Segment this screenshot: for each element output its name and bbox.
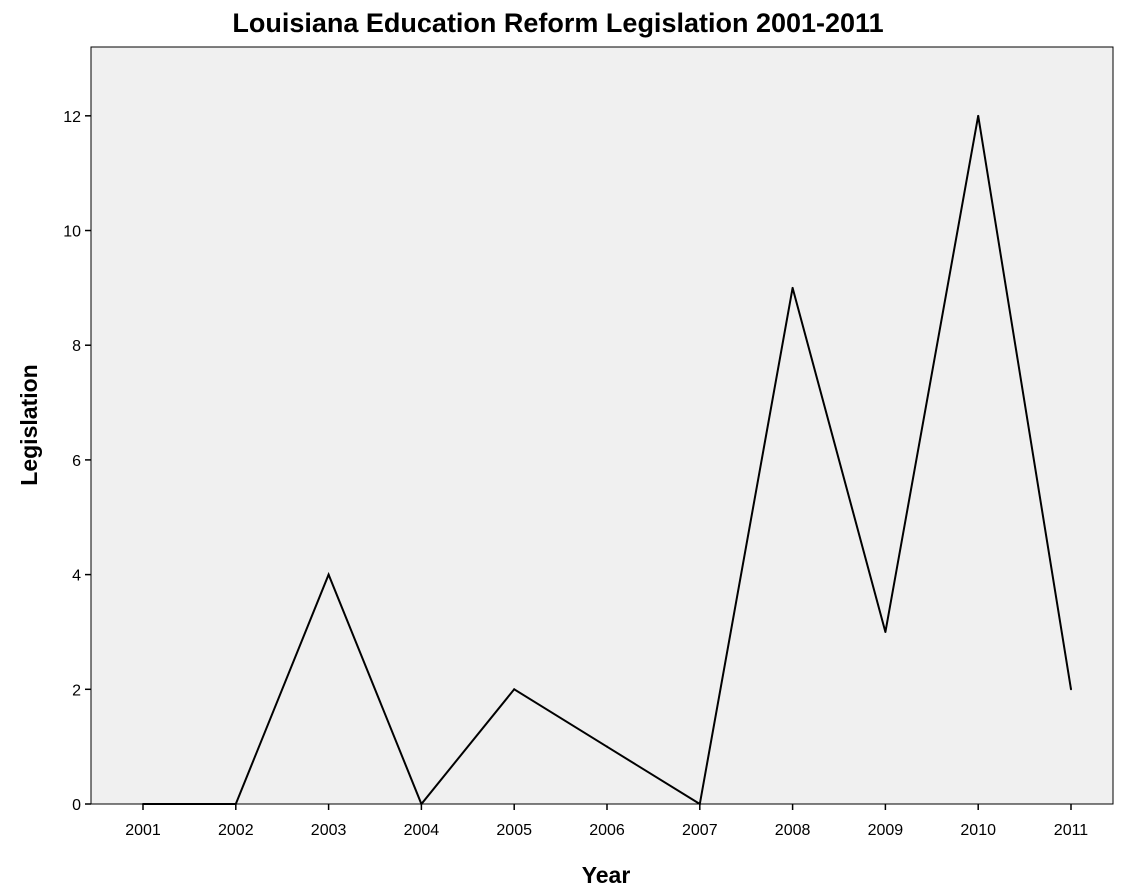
data-point (420, 803, 423, 805)
y-tick-label: 12 (63, 109, 81, 126)
x-tick-label: 2002 (218, 822, 254, 839)
x-tick-label: 2003 (311, 822, 347, 839)
x-tick-label: 2001 (125, 822, 161, 839)
y-tick-label: 0 (72, 797, 81, 814)
data-point (791, 286, 794, 289)
data-point (606, 745, 608, 748)
data-point (234, 803, 237, 805)
x-tick-label: 2004 (404, 822, 440, 839)
x-tick-label: 2006 (589, 822, 625, 839)
x-tick-label: 2005 (496, 822, 532, 839)
data-point (513, 688, 516, 691)
series-group (142, 114, 1072, 806)
y-tick-label: 10 (63, 224, 81, 241)
data-point (1070, 688, 1072, 691)
x-tick-label: 2011 (1054, 822, 1089, 839)
data-point (327, 573, 330, 576)
data-point (142, 803, 144, 805)
y-tick-label: 4 (72, 568, 81, 585)
plot-area (90, 46, 1114, 805)
chart-title: Louisiana Education Reform Legislation 2… (232, 8, 883, 38)
y-axis: 0 2 4 6 8 10 12 (63, 109, 91, 814)
x-axis: 2001 2002 2003 2004 2005 2006 2007 2008 2009 2010… (125, 804, 1088, 839)
data-point (977, 114, 980, 117)
y-tick-label: 6 (72, 453, 81, 470)
x-axis-label: Year (582, 862, 631, 888)
y-tick-label: 8 (72, 338, 81, 355)
y-axis-label: Legislation (16, 364, 42, 485)
x-tick-label: 2007 (682, 822, 718, 839)
data-point (698, 803, 701, 805)
data-point (884, 630, 887, 633)
y-tick-label: 2 (72, 682, 81, 699)
x-tick-label: 2008 (775, 822, 811, 839)
x-tick-label: 2009 (868, 822, 904, 839)
x-tick-label: 2010 (960, 822, 996, 839)
